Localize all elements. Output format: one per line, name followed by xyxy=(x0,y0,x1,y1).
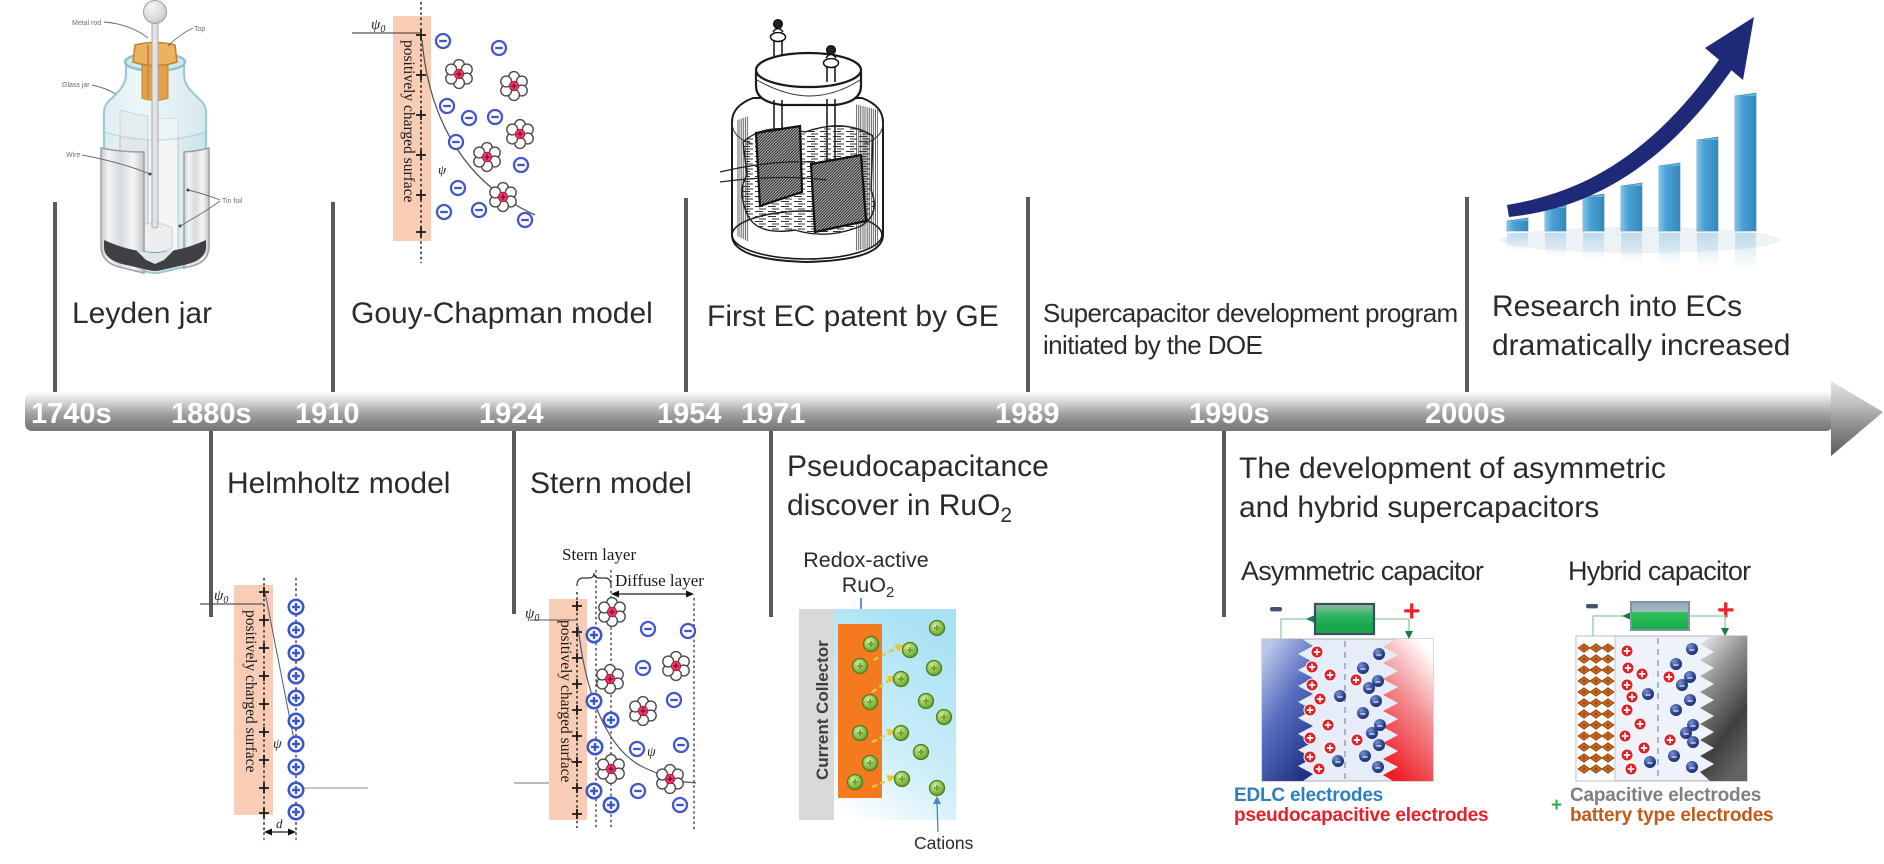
svg-text:Stern layer: Stern layer xyxy=(562,545,636,564)
svg-text:d: d xyxy=(276,816,283,831)
svg-text:RuO2: RuO2 xyxy=(842,573,895,601)
svg-text:+: + xyxy=(1717,595,1735,627)
svg-text:Cations: Cations xyxy=(914,833,974,853)
svg-text:Glass jar: Glass jar xyxy=(62,82,90,89)
svg-text:ψ: ψ xyxy=(273,737,282,752)
svg-text:Metal rod: Metal rod xyxy=(72,20,101,27)
svg-text:+: + xyxy=(1403,595,1421,628)
svg-text:Tin foil: Tin foil xyxy=(222,198,243,205)
svg-text:Top: Top xyxy=(194,26,205,33)
svg-text:Redox-active: Redox-active xyxy=(803,548,928,572)
svg-text:ψ: ψ xyxy=(647,745,656,760)
svg-text:ψ0: ψ0 xyxy=(371,17,385,35)
svg-text:Current Collector: Current Collector xyxy=(813,640,832,780)
svg-text:Wire: Wire xyxy=(66,152,80,159)
svg-text:positively charged surface: positively charged surface xyxy=(242,610,259,773)
svg-text:ψ0: ψ0 xyxy=(214,588,228,606)
svg-text:ψ: ψ xyxy=(438,162,447,177)
svg-text:positively charged surface: positively charged surface xyxy=(400,40,417,203)
svg-text:ψ0: ψ0 xyxy=(525,606,539,624)
svg-text:Diffuse layer: Diffuse layer xyxy=(615,571,704,590)
svg-text:positively charged surface: positively charged surface xyxy=(557,620,574,783)
